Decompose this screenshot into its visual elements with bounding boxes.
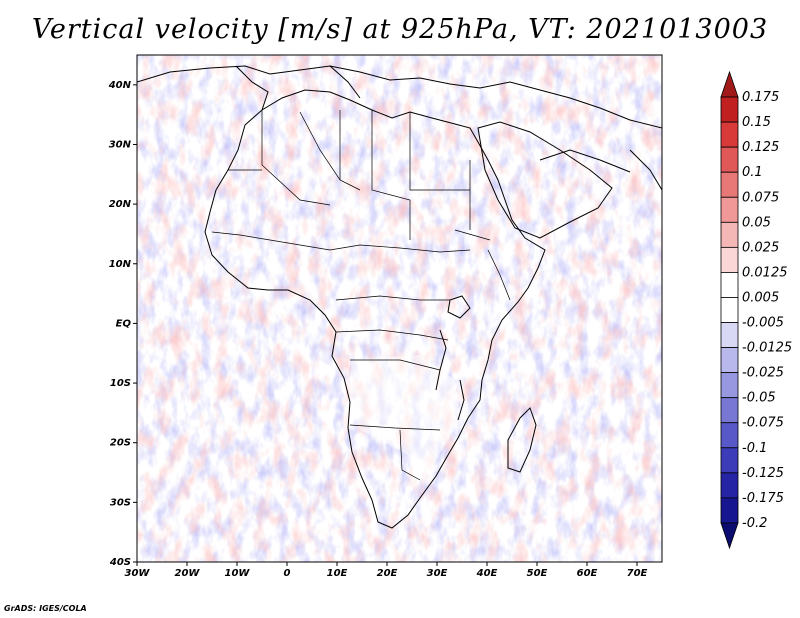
lon-tick-label: 20E (377, 568, 398, 579)
colorbar-label: -0.2 (742, 516, 767, 531)
colorbar-swatch (720, 70, 739, 98)
lat-tick-label: 20N (109, 199, 132, 210)
colorbar-swatch (720, 347, 739, 374)
grads-credit: GrADS: IGES/COLA (4, 604, 87, 613)
colorbar-swatch (720, 447, 739, 474)
lat-tick-label: 30S (110, 497, 131, 508)
lat-tick-label: EQ (116, 318, 132, 329)
colorbar-label: -0.175 (742, 491, 784, 506)
colorbar-swatch (720, 121, 739, 148)
colorbar-swatch (720, 171, 739, 198)
colorbar-label: 0.0125 (742, 265, 788, 280)
colorbar-swatch (720, 146, 739, 173)
lon-tick-label: 0 (284, 568, 291, 579)
colorbar-label: -0.125 (742, 466, 784, 481)
colorbar-swatch (720, 322, 739, 348)
lon-tick-label: 30E (427, 568, 448, 579)
colorbar-label: 0.005 (742, 290, 779, 305)
colorbar-swatch (720, 96, 739, 123)
colorbar-label: -0.05 (742, 391, 776, 406)
lat-tick-label: 40S (109, 557, 131, 568)
colorbar-swatch (720, 422, 739, 449)
colorbar-label: -0.0125 (742, 341, 792, 356)
lon-tick-label: 70E (627, 568, 648, 579)
colorbar-swatch (720, 221, 739, 248)
colorbar: 0.175 0.15 0.125 0.1 0.075 0.05 0.025 0.0125 0.0… (720, 70, 792, 550)
latitude-axis: 40S 30S 20S 10S EQ 10N 20N 30N 40N (108, 80, 137, 568)
colorbar-swatch (720, 297, 739, 323)
lon-tick-label: 30W (125, 568, 151, 579)
colorbar-label: 0.025 (742, 240, 779, 255)
colorbar-label: 0.1 (742, 165, 763, 180)
colorbar-label: 0.175 (742, 90, 779, 105)
lat-tick-label: 10S (110, 378, 131, 389)
lon-tick-label: 10W (225, 568, 251, 579)
colorbar-label: 0.075 (742, 190, 779, 205)
colorbar-label: -0.005 (742, 316, 784, 331)
country-borders (211, 110, 511, 481)
velocity-field (137, 55, 662, 562)
lon-tick-label: 50E (527, 568, 548, 579)
lon-tick-label: 20W (175, 568, 201, 579)
coastlines (137, 65, 662, 529)
colorbar-label: -0.075 (742, 416, 784, 431)
colorbar-swatch (720, 522, 739, 550)
colorbar-label: -0.025 (742, 366, 784, 381)
colorbar-swatch (720, 472, 739, 499)
map-title: Vertical velocity [m/s] at 925hPa, VT: 2… (31, 14, 769, 45)
lon-tick-label: 60E (577, 568, 598, 579)
colorbar-label: 0.125 (742, 140, 779, 155)
lat-tick-label: 20S (110, 438, 131, 449)
colorbar-swatch (720, 272, 739, 298)
lon-tick-label: 10E (327, 568, 348, 579)
lat-tick-label: 40N (108, 80, 132, 91)
plot-frame (136, 54, 663, 563)
colorbar-swatch (720, 196, 739, 223)
colorbar-label: -0.1 (742, 441, 767, 456)
colorbar-swatch (720, 372, 739, 399)
colorbar-swatch (720, 497, 739, 524)
colorbar-swatch (720, 246, 739, 273)
lat-tick-label: 30N (109, 139, 132, 150)
colorbar-label: 0.15 (742, 115, 771, 130)
colorbar-swatch (720, 397, 739, 424)
lon-tick-label: 40E (476, 568, 498, 579)
lat-tick-label: 10N (109, 259, 132, 270)
colorbar-label: 0.05 (742, 215, 771, 230)
longitude-axis: 30W 20W 10W 0 10E 20E 30E 40E 50E 60E 70E (125, 562, 648, 579)
